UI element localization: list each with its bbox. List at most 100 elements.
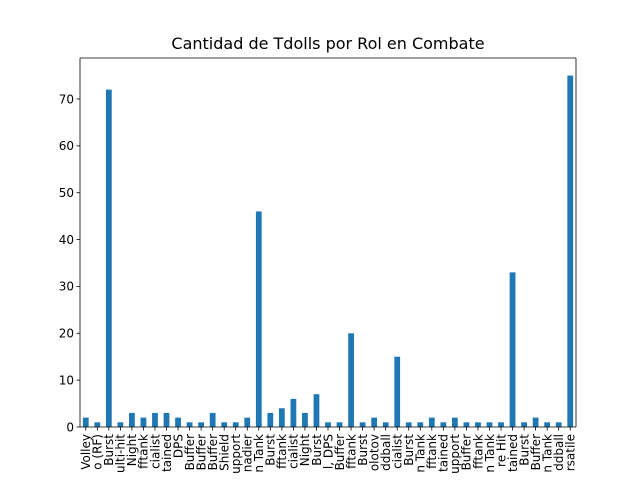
bar-21 <box>325 422 331 427</box>
x-tick-label-1: o (RF) <box>91 434 105 470</box>
bar-34 <box>475 422 481 427</box>
x-tick-label-20: Burst <box>310 434 324 466</box>
x-tick-label-23: fftank <box>344 434 358 469</box>
chart-title: Cantidad de Tdolls por Rol en Combate <box>171 34 484 53</box>
bar-33 <box>463 422 470 427</box>
bar-4 <box>129 412 135 427</box>
bar-42 <box>567 75 574 427</box>
x-tick-label-33: Buffer <box>460 434 474 470</box>
x-tick-label-19: Night <box>298 434 312 467</box>
bar-25 <box>371 417 378 427</box>
bar-8 <box>175 417 181 427</box>
y-tick-label-3: 30 <box>59 280 74 294</box>
x-tick-label-14: nadier <box>241 434 255 472</box>
x-tick-label-29: n Tank <box>414 434 428 473</box>
bar-40 <box>544 422 551 427</box>
x-tick-label-25: olotov <box>367 434 381 471</box>
x-tick-label-12: Shield <box>217 434 231 471</box>
bar-19 <box>302 412 308 427</box>
bar-11 <box>209 412 216 427</box>
x-tick-label-39: Buffer <box>529 434 543 470</box>
x-tick-label-16: Burst <box>264 434 278 466</box>
x-tick-label-28: Burst <box>402 434 416 466</box>
bar-0 <box>82 417 89 427</box>
bar-14 <box>244 417 251 427</box>
bar-6 <box>152 412 158 427</box>
x-tick-label-31: tained <box>437 434 451 472</box>
axes-group <box>79 57 577 428</box>
bar-1 <box>94 422 101 427</box>
bar-27 <box>394 356 401 427</box>
bar-26 <box>382 422 389 427</box>
bar-15 <box>255 211 262 427</box>
bar-16 <box>267 412 274 427</box>
bar-30 <box>428 417 435 427</box>
bar-39 <box>532 417 539 427</box>
x-tick-label-3: ulti-hit <box>114 434 128 473</box>
x-tick-label-10: Buffer <box>194 434 208 470</box>
x-tick-label-4: Night <box>125 434 139 467</box>
bar-18 <box>290 398 297 427</box>
y-tick-label-0: 0 <box>66 420 74 434</box>
x-tick-label-6: cialist <box>148 434 162 469</box>
x-tick-label-32: upport <box>448 434 462 474</box>
x-tick-label-40: n Tank <box>540 434 554 473</box>
x-tick-label-11: Buffer <box>206 434 220 470</box>
bar-32 <box>452 417 458 427</box>
x-tick-label-15: n Tank <box>252 434 266 473</box>
x-tick-label-17: fftank <box>275 434 289 469</box>
bar-10 <box>198 422 204 427</box>
x-tick-label-22: Buffer <box>333 434 347 470</box>
x-tick-label-36: re Hit <box>494 434 508 467</box>
bar-20 <box>313 394 320 427</box>
x-tick-label-27: cialist <box>391 434 405 469</box>
x-tick-label-5: fftank <box>137 434 151 469</box>
bar-23 <box>348 333 354 427</box>
x-tick-label-30: fftank <box>425 434 439 469</box>
bar-29 <box>417 422 424 427</box>
bar-24 <box>359 422 366 427</box>
bar-38 <box>521 422 527 427</box>
bar-28 <box>405 422 412 427</box>
bar-7 <box>163 412 170 427</box>
bar-31 <box>440 422 447 427</box>
y-tick-label-4: 40 <box>59 233 74 247</box>
bar-2 <box>105 89 112 427</box>
x-tick-label-2: Burst <box>102 434 116 466</box>
bars-group <box>82 75 574 427</box>
x-tick-label-21: l, DPS <box>321 434 335 469</box>
x-tick-label-13: upport <box>229 434 243 474</box>
x-tick-label-24: Burst <box>356 434 370 466</box>
bar-35 <box>486 422 493 427</box>
x-tick-label-38: Burst <box>517 434 531 466</box>
x-tick-label-8: DPS <box>171 434 185 458</box>
y-tick-label-5: 50 <box>59 186 74 200</box>
x-tick-label-34: fftank <box>471 434 485 469</box>
y-tick-label-6: 60 <box>59 139 74 153</box>
x-tick-label-18: cialist <box>287 434 301 469</box>
y-ticks-group: 0 10 20 30 40 50 60 70 <box>59 92 80 434</box>
bar-36 <box>498 422 504 427</box>
bar-37 <box>509 272 516 427</box>
x-tick-label-42: rsatile <box>564 434 578 471</box>
x-tick-label-7: tained <box>160 434 174 472</box>
bar-13 <box>232 422 239 427</box>
bar-5 <box>140 417 147 427</box>
x-tick-label-0: Volley <box>79 434 93 470</box>
bar-41 <box>555 422 562 427</box>
bar-12 <box>221 422 228 427</box>
x-tick-label-26: ddball <box>379 434 393 471</box>
x-tick-label-37: tained <box>506 434 520 472</box>
x-tick-label-41: ddball <box>552 434 566 471</box>
y-tick-label-2: 20 <box>59 327 74 341</box>
bar-3 <box>117 422 124 427</box>
y-tick-label-7: 70 <box>59 92 74 106</box>
x-tick-label-35: n Tank <box>483 434 497 473</box>
bar-9 <box>186 422 193 427</box>
x-tick-label-9: Buffer <box>183 434 197 470</box>
bar-17 <box>278 408 285 427</box>
bar-22 <box>336 422 343 427</box>
y-tick-label-1: 10 <box>59 373 74 387</box>
